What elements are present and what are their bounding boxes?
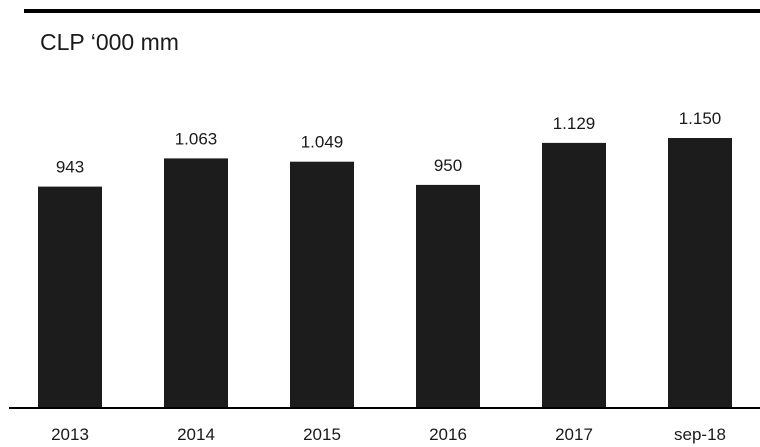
bar-2016 [416, 184, 480, 408]
top-rule [24, 9, 760, 13]
value-label-2017: 1.129 [553, 114, 596, 133]
value-label-2016: 950 [434, 156, 462, 175]
value-labels-group: 943 1.063 1.049 950 1.129 1.150 [56, 109, 721, 177]
bar-2015 [290, 161, 354, 408]
bars-group [38, 138, 732, 408]
bar-2017 [542, 142, 606, 408]
value-label-2014: 1.063 [175, 129, 218, 148]
bar-sep-18 [668, 138, 732, 408]
value-label-sep-18: 1.150 [679, 109, 722, 128]
x-tick-label-2013: 2013 [51, 425, 89, 444]
x-tick-label-2015: 2015 [303, 425, 341, 444]
x-tick-label-2014: 2014 [177, 425, 215, 444]
bar-2014 [164, 158, 228, 408]
value-label-2015: 1.049 [301, 133, 344, 152]
x-tick-label-2017: 2017 [555, 425, 593, 444]
x-tick-label-sep-18: sep-18 [674, 425, 726, 444]
value-label-2013: 943 [56, 158, 84, 177]
tick-labels-group: 2013 2014 2015 2016 2017 sep-18 [51, 425, 726, 444]
unit-label: CLP ‘000 mm [40, 29, 179, 55]
bar-2013 [38, 186, 102, 408]
x-tick-label-2016: 2016 [429, 425, 467, 444]
